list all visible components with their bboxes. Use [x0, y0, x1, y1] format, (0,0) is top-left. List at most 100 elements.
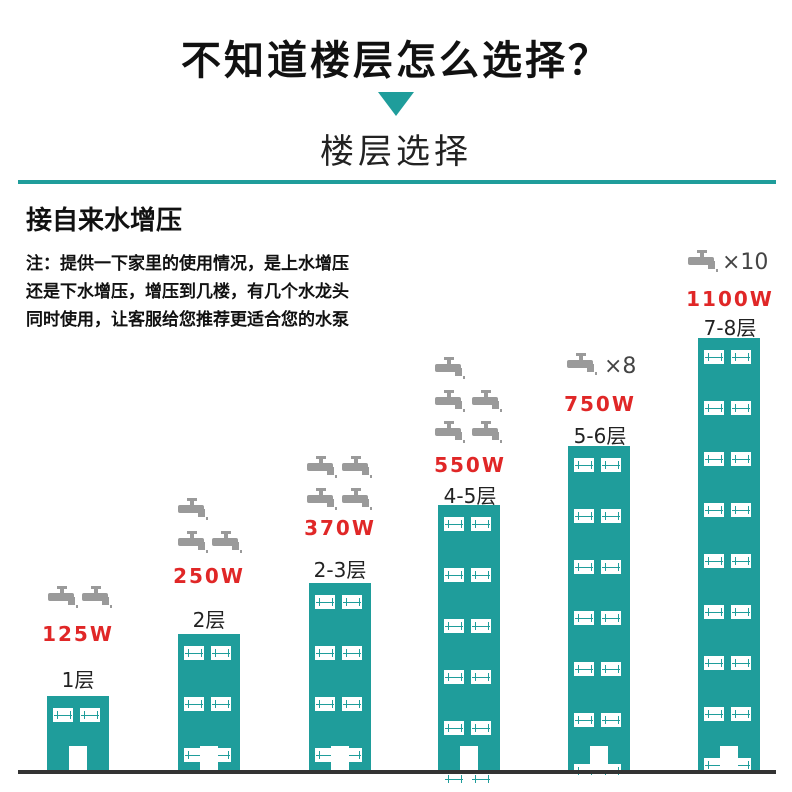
faucet-icon [435, 390, 465, 412]
window [184, 646, 204, 660]
window [574, 458, 594, 472]
faucet-icon [472, 421, 502, 443]
faucet-icon [82, 586, 112, 608]
window [315, 697, 335, 711]
window [184, 748, 204, 762]
window [704, 707, 724, 721]
door [460, 746, 478, 770]
window [471, 568, 491, 582]
window [80, 708, 100, 722]
window [731, 401, 751, 415]
building [47, 696, 109, 770]
faucet-icon [342, 488, 372, 510]
building [178, 634, 240, 770]
faucet-icon [342, 456, 372, 478]
window [444, 772, 464, 786]
faucet-icon [178, 498, 208, 520]
ground-line [18, 770, 776, 774]
window [704, 452, 724, 466]
faucet-icon [435, 421, 465, 443]
floor-label: 7-8层 [703, 316, 757, 340]
floor-label: 1层 [61, 668, 95, 692]
door [590, 746, 608, 770]
window [731, 554, 751, 568]
window [471, 517, 491, 531]
window [574, 611, 594, 625]
note-line: 还是下水增压，增压到几楼，有几个水龙头 [26, 282, 349, 302]
building [698, 338, 760, 772]
sub-title: 楼层选择 [320, 132, 472, 172]
floor-label: 2层 [192, 608, 226, 632]
note-line: 同时使用，让客服给您推荐更适合您的水泵 [26, 310, 349, 330]
window [471, 772, 491, 786]
window [315, 595, 335, 609]
power-label: 550W [434, 453, 506, 477]
main-title: 不知道楼层怎么选择？ [181, 38, 611, 84]
door [720, 746, 738, 770]
down-triangle-icon [378, 92, 414, 116]
power-label: 750W [564, 392, 636, 416]
window [704, 656, 724, 670]
window [731, 707, 751, 721]
window [731, 656, 751, 670]
window [704, 554, 724, 568]
window [704, 350, 724, 364]
faucet-icon [307, 488, 337, 510]
faucet-icon [307, 456, 337, 478]
window [53, 708, 73, 722]
window [444, 568, 464, 582]
window [601, 458, 621, 472]
window [704, 503, 724, 517]
window [211, 646, 231, 660]
floor-label: 4-5层 [443, 484, 497, 508]
power-label: 370W [304, 516, 376, 540]
power-label: 125W [42, 622, 114, 646]
window [704, 401, 724, 415]
door [69, 746, 87, 770]
tap-count: ×8 [604, 354, 637, 379]
window [601, 560, 621, 574]
faucet-icon [472, 390, 502, 412]
window [601, 611, 621, 625]
faucet-icon [688, 250, 718, 272]
faucet-icon [48, 586, 78, 608]
window [601, 509, 621, 523]
building [568, 446, 630, 778]
window [184, 697, 204, 711]
power-label: 250W [173, 564, 245, 588]
window [731, 605, 751, 619]
building [438, 505, 500, 786]
section-title: 接自来水增压 [26, 206, 183, 236]
floor-label: 2-3层 [313, 558, 367, 582]
window [731, 452, 751, 466]
power-label: 1100W [686, 287, 774, 311]
window [342, 748, 362, 762]
window [471, 670, 491, 684]
window [211, 697, 231, 711]
faucet-icon [212, 531, 242, 553]
window [574, 560, 594, 574]
note-line: 注：提供一下家里的使用情况，是上水增压 [26, 254, 349, 274]
faucet-icon [435, 357, 465, 379]
window [342, 697, 362, 711]
window [574, 662, 594, 676]
door [200, 746, 218, 770]
window [704, 605, 724, 619]
divider [18, 180, 776, 184]
window [315, 748, 335, 762]
window [211, 748, 231, 762]
window [471, 619, 491, 633]
window [731, 350, 751, 364]
faucet-icon [567, 353, 597, 375]
door [331, 746, 349, 770]
faucet-icon [178, 531, 208, 553]
window [731, 503, 751, 517]
window [315, 646, 335, 660]
window [601, 662, 621, 676]
window [471, 721, 491, 735]
window [444, 517, 464, 531]
window [574, 509, 594, 523]
building [309, 583, 371, 770]
window [574, 713, 594, 727]
tap-count: ×10 [722, 250, 769, 275]
